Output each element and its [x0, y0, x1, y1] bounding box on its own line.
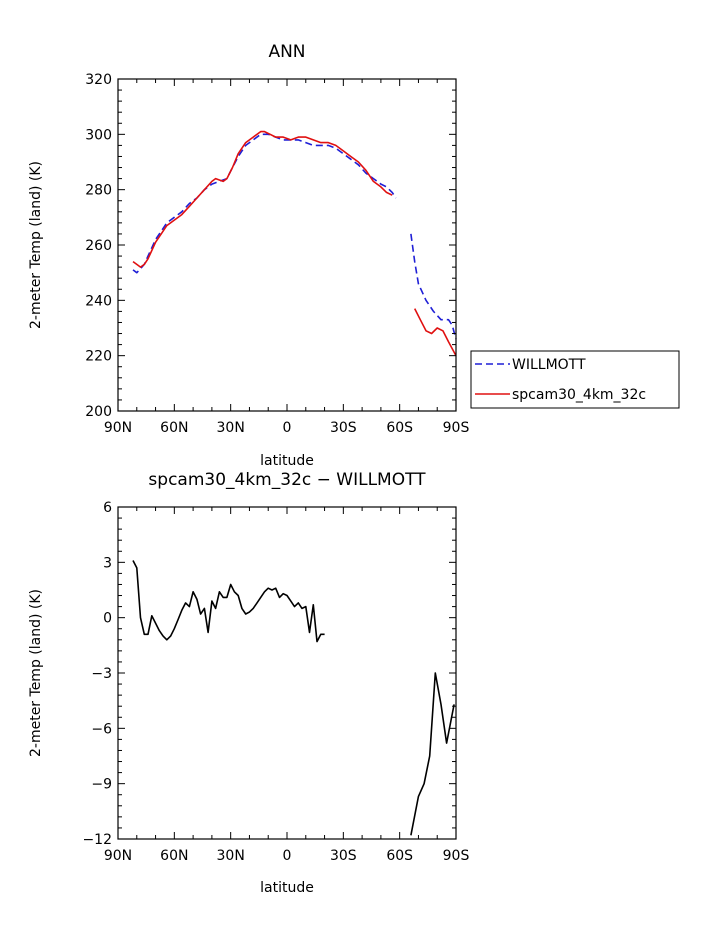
series-spcam30_4km_32c-segment-0 [132, 130, 393, 268]
y-tick-label: 220 [85, 349, 112, 365]
y-tick-label: −3 [91, 666, 112, 682]
y-tick-label: 320 [85, 72, 112, 88]
y-tick-label: 300 [85, 127, 112, 143]
x-tick-label: 0 [283, 420, 292, 436]
legend-label-willmott: WILLMOTT [512, 357, 586, 373]
series-difference-segment-0 [132, 560, 325, 643]
temperature-panel: ANN 90N 60N 30N 0 30S 60S 90S 200 220 240 260 280 30… [28, 42, 680, 469]
chart-title-ann: ANN [268, 42, 305, 62]
y-axis-label: 2-meter Temp (land) (K) [28, 161, 44, 329]
x-axis-label: latitude [260, 880, 314, 896]
x-tick-label: 90N [104, 420, 132, 436]
y-tick-label: −6 [91, 721, 112, 737]
y-tick-label: 200 [85, 404, 112, 420]
x-tick-label: 90N [104, 848, 132, 864]
legend: WILLMOTT spcam30_4km_32c [470, 350, 680, 409]
series-spcam30_4km_32c-segment-1 [413, 308, 457, 357]
x-tick-label: 30N [217, 848, 245, 864]
legend-box [470, 350, 680, 409]
y-tick-label: −9 [91, 777, 112, 793]
y-tick-label: 3 [103, 555, 112, 571]
x-tick-label: 60S [386, 420, 413, 436]
x-tick-label: 0 [283, 848, 292, 864]
chart-title-difference: spcam30_4km_32c − WILLMOTT [148, 470, 426, 490]
series-difference-segment-1 [410, 672, 455, 836]
x-tick-label: 30S [330, 420, 357, 436]
x-tick-label: 30S [330, 848, 357, 864]
plot-frame [117, 78, 457, 412]
y-axis-label: 2-meter Temp (land) (K) [28, 589, 44, 757]
difference-panel: spcam30_4km_32c − WILLMOTT 90N 60N 30N 0 30S… [28, 470, 469, 896]
x-axis-label: latitude [260, 453, 314, 469]
x-tick-label: 60S [386, 848, 413, 864]
x-tick-label: 60N [160, 420, 188, 436]
y-tick-label: 6 [103, 500, 112, 516]
series-willmott-segment-1 [410, 233, 457, 340]
legend-label-spcam: spcam30_4km_32c [512, 387, 646, 403]
x-tick-label: 90S [443, 848, 470, 864]
x-tick-label: 30N [217, 420, 245, 436]
x-tick-label: 90S [443, 420, 470, 436]
y-tick-label: −12 [82, 832, 112, 848]
y-tick-label: 240 [85, 293, 112, 309]
y-tick-label: 260 [85, 238, 112, 254]
y-tick-label: 280 [85, 183, 112, 199]
y-tick-label: 0 [103, 611, 112, 627]
series-willmott-segment-0 [132, 133, 397, 274]
plot-frame [117, 506, 457, 840]
x-tick-label: 60N [160, 848, 188, 864]
